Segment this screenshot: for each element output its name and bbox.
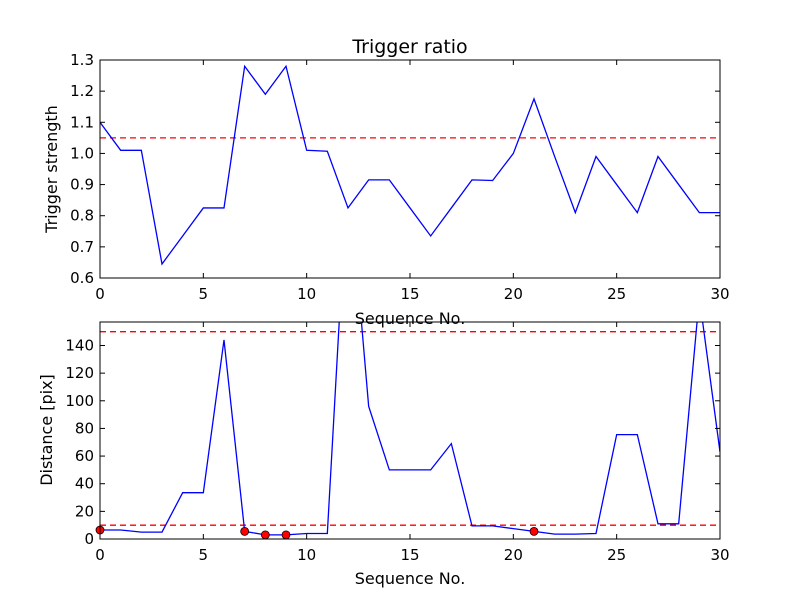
top-plot-area (100, 64, 720, 266)
top-y-tick-label: 1.1 (70, 113, 94, 131)
top-y-tick-label: 1.3 (70, 51, 94, 69)
bottom-marker-point (240, 526, 250, 536)
top-subplot: 0 5 10 15 20 25 30 0.6 0.7 0.8 0.9 1.0 1.1 1.2 1.3 Tr… (42, 36, 730, 328)
top-y-tick-label: 0.6 (70, 269, 94, 287)
bottom-x-tick-label: 30 (710, 546, 729, 564)
top-y-ticks: 0.6 0.7 0.8 0.9 1.0 1.1 1.2 1.3 (70, 51, 720, 287)
top-y-tick-label: 0.7 (70, 238, 94, 256)
bottom-y-tick-label: 140 (65, 336, 94, 354)
top-x-tick-label: 25 (607, 285, 626, 303)
top-y-tick-label: 0.9 (70, 176, 94, 194)
bottom-x-tick-label: 0 (95, 546, 105, 564)
bottom-x-tick-label: 20 (504, 546, 523, 564)
top-axes-frame (99, 59, 721, 279)
bottom-y-tick-label: 80 (75, 419, 94, 437)
top-x-tick-label: 30 (710, 285, 729, 303)
top-x-ticks: 0 5 10 15 20 25 30 (95, 60, 730, 303)
bottom-y-ticks: 0 20 40 60 80 100 120 140 (65, 336, 720, 548)
trigger-strength-line (100, 64, 720, 266)
distance-markers (95, 525, 539, 540)
bottom-x-tick-label: 15 (400, 546, 419, 564)
bottom-marker-point (281, 530, 291, 540)
top-x-tick-label: 10 (297, 285, 316, 303)
top-x-tick-label: 0 (95, 285, 105, 303)
bottom-y-tick-label: 60 (75, 447, 94, 465)
bottom-x-tick-label: 10 (297, 546, 316, 564)
bottom-plot-area (100, 322, 720, 536)
bottom-reference-lines (100, 331, 720, 526)
top-y-tick-label: 0.8 (70, 207, 94, 225)
bottom-x-axis-label: Sequence No. (355, 569, 466, 588)
top-y-tick-label: 1.2 (70, 82, 94, 100)
top-y-axis-label: Trigger strength (42, 105, 61, 234)
bottom-axes-frame (99, 321, 721, 540)
bottom-y-axis-label: Distance [pix] (37, 374, 56, 486)
top-y-tick-label: 1.0 (70, 144, 94, 162)
top-x-tick-label: 20 (504, 285, 523, 303)
bottom-x-ticks: 0 5 10 15 20 25 30 (95, 322, 730, 564)
bottom-y-tick-label: 0 (84, 530, 94, 548)
bottom-marker-point (260, 530, 270, 540)
top-x-tick-label: 15 (400, 285, 419, 303)
bottom-x-tick-label: 5 (199, 546, 209, 564)
bottom-y-tick-label: 40 (75, 475, 94, 493)
bottom-x-tick-label: 25 (607, 546, 626, 564)
bottom-marker-point (529, 526, 539, 536)
bottom-y-tick-label: 20 (75, 502, 94, 520)
top-chart-title: Trigger ratio (351, 36, 467, 58)
bottom-subplot: 0 5 10 15 20 25 30 0 20 40 60 80 100 120 140 Sequence… (37, 321, 730, 588)
top-x-axis-label: Sequence No. (355, 309, 466, 328)
bottom-y-tick-label: 120 (65, 364, 94, 382)
distance-line (100, 322, 720, 536)
bottom-y-tick-label: 100 (65, 392, 94, 410)
top-x-tick-label: 5 (199, 285, 209, 303)
